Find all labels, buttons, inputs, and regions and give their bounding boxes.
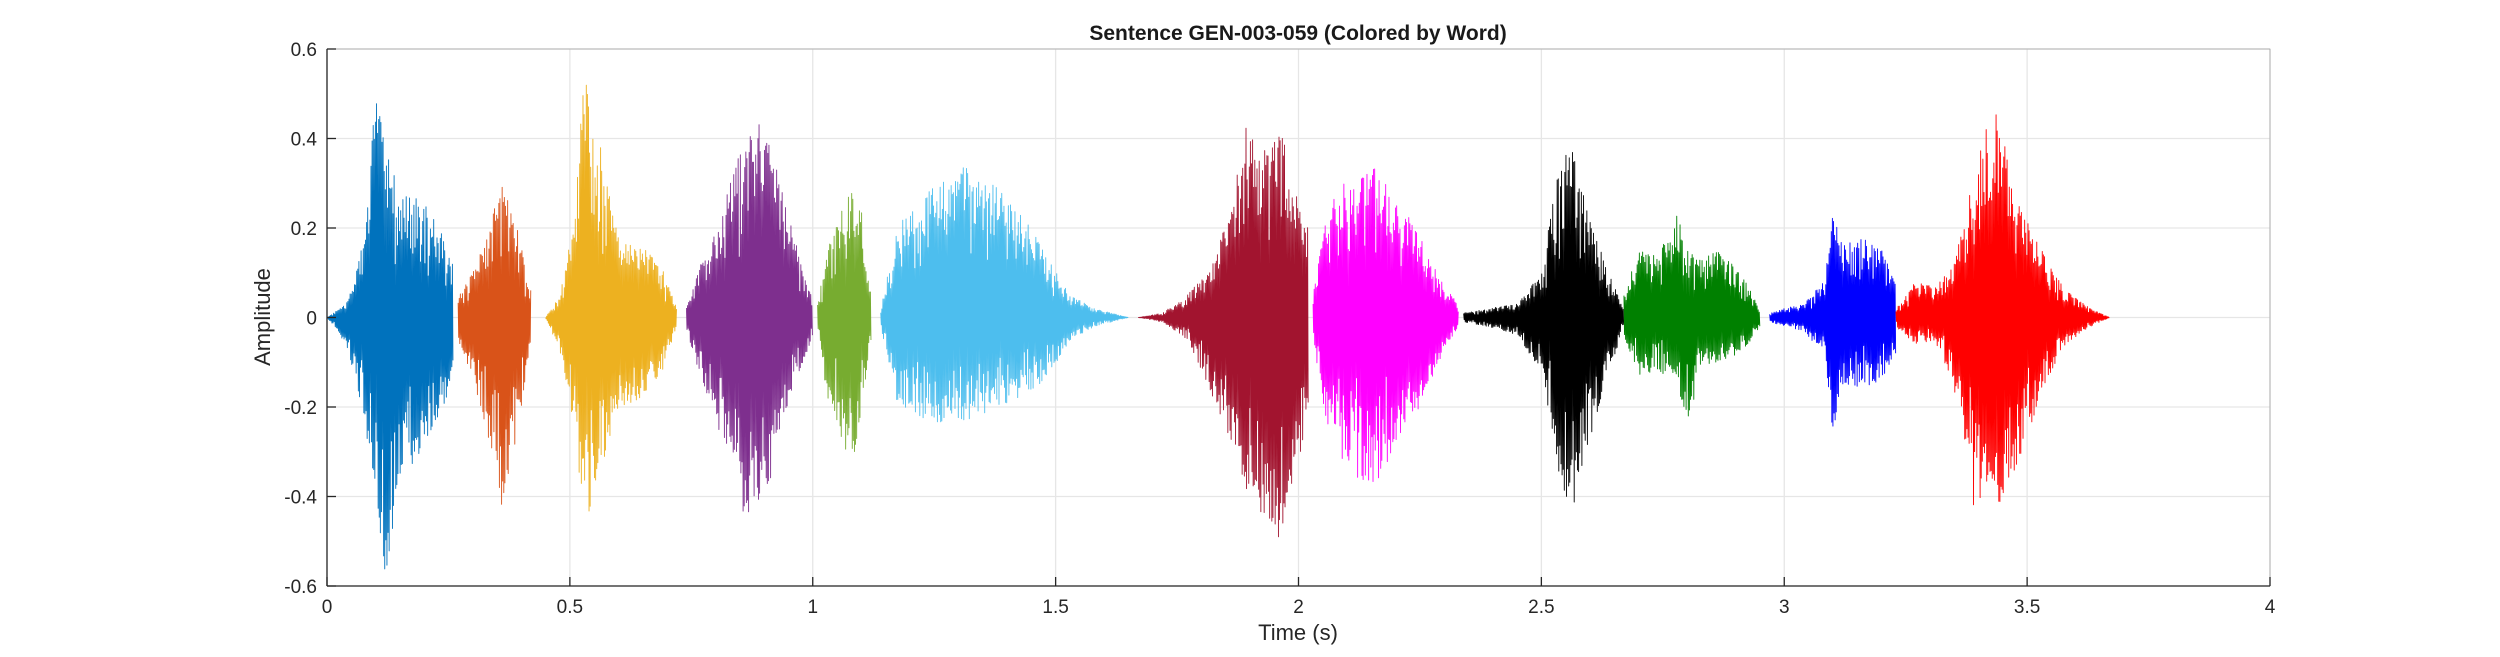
- x-tick-label: 3: [1779, 597, 1790, 618]
- x-tick-label: 3.5: [2014, 597, 2040, 618]
- word-waveform-8: [1312, 168, 1459, 482]
- x-tick-label: 2.5: [1528, 597, 1554, 618]
- word-waveform-11: [1769, 217, 1897, 427]
- chart-title: Sentence GEN-003-059 (Colored by Word): [1089, 22, 1506, 45]
- word-waveform-7: [1138, 127, 1309, 538]
- waveform-series: [326, 84, 2110, 570]
- word-waveform-4: [686, 124, 813, 513]
- y-tick-label: -0.6: [284, 577, 317, 598]
- y-tick-label: -0.4: [284, 488, 317, 509]
- x-tick-label: 1.5: [1042, 597, 1068, 618]
- y-tick-label: -0.2: [284, 398, 317, 419]
- y-tick-label: 0.4: [291, 130, 318, 151]
- y-tick-label: 0: [306, 309, 317, 330]
- x-tick-label: 1: [807, 597, 818, 618]
- word-waveform-5: [817, 192, 872, 452]
- x-axis-label: Time (s): [1258, 620, 1338, 645]
- word-waveform-9: [1463, 152, 1625, 503]
- word-waveform-10: [1623, 215, 1761, 417]
- y-axis-label: Amplitude: [250, 268, 275, 366]
- x-tick-label: 0.5: [557, 597, 583, 618]
- word-waveform-2: [457, 186, 532, 505]
- word-waveform-3: [545, 84, 677, 512]
- y-tick-label: 0.2: [291, 219, 317, 240]
- x-tick-label: 4: [2265, 597, 2276, 618]
- ticks: 0 0.5 1 1.5 2 2.5 3 3.5 4 0.6 0.4 0.2 0 -0.2 -0.4 -0.6: [284, 40, 2275, 618]
- x-tick-label: 0: [322, 597, 333, 618]
- word-waveform-1: [326, 103, 454, 570]
- y-tick-label: 0.6: [291, 40, 317, 61]
- word-waveform-12: [1895, 114, 2110, 506]
- word-waveform-6: [880, 167, 1129, 423]
- x-tick-label: 2: [1293, 597, 1304, 618]
